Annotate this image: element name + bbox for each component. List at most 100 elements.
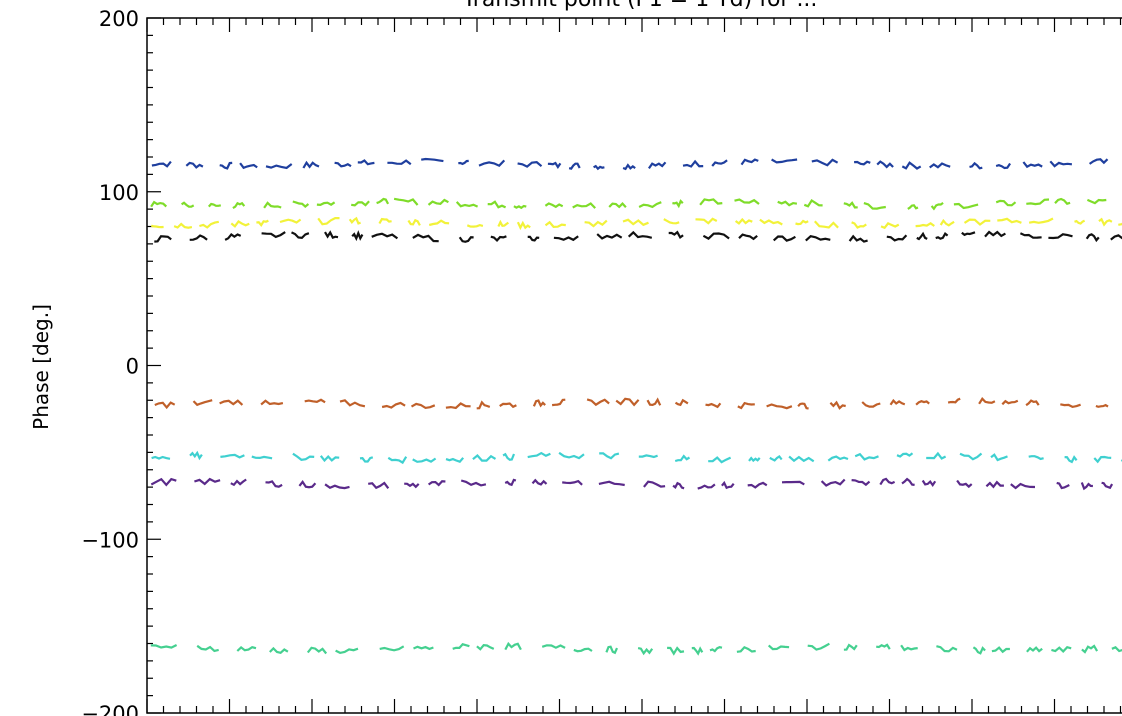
series-segment	[734, 217, 753, 225]
series-segment	[682, 159, 704, 168]
series-segment	[991, 646, 1010, 654]
series-segment	[851, 221, 867, 229]
series-segment	[705, 402, 722, 409]
series-segment	[740, 158, 759, 166]
series-segment	[854, 160, 871, 166]
series-segment	[173, 222, 193, 229]
series-segment	[1028, 455, 1044, 461]
series-segment	[643, 480, 666, 488]
series-segment	[531, 478, 548, 486]
series-segment	[1111, 646, 1122, 653]
series-segment	[154, 235, 172, 243]
series-line	[150, 197, 1107, 211]
series-segment	[220, 453, 245, 459]
series-segment	[961, 231, 976, 237]
series-segment	[291, 231, 310, 240]
series-segment	[185, 161, 204, 169]
series-segment	[256, 219, 269, 227]
series-segment	[573, 647, 593, 653]
series-segment	[196, 644, 219, 653]
series-segment	[1022, 161, 1043, 169]
series-segment	[324, 230, 339, 239]
series-segment	[351, 200, 370, 207]
series-segment	[230, 220, 250, 228]
series-segment	[947, 397, 961, 404]
series-segment	[1064, 455, 1078, 464]
series-segment	[504, 641, 522, 651]
series-segment	[1028, 217, 1054, 224]
series-segment	[151, 455, 171, 460]
series-segment	[916, 231, 928, 241]
series-segment	[562, 479, 583, 486]
y-tick-label: −200	[81, 702, 139, 716]
series-line	[150, 216, 1122, 231]
series-segment	[260, 399, 284, 406]
series-segment	[219, 161, 233, 170]
series-segment	[265, 480, 283, 488]
series-segment	[1048, 233, 1073, 240]
series-segment	[697, 483, 716, 490]
series-segment	[647, 161, 667, 170]
series-segment	[192, 399, 213, 407]
series-segment	[553, 235, 579, 242]
series-segment	[551, 398, 566, 407]
series-segment	[306, 646, 328, 655]
series-segment	[900, 644, 918, 652]
series-line	[150, 477, 1114, 491]
series-segment	[827, 455, 849, 462]
series-segment	[445, 402, 471, 410]
series-segment	[1080, 482, 1093, 491]
series-segment	[407, 218, 421, 226]
series-segment	[224, 233, 242, 241]
series-segment	[854, 452, 879, 461]
series-group	[150, 157, 1122, 656]
series-segment	[748, 456, 761, 463]
y-tick-label: −100	[81, 528, 139, 552]
series-segment	[1010, 482, 1036, 490]
series-segment	[586, 398, 610, 407]
series-segment	[1026, 198, 1050, 206]
series-segment	[304, 398, 326, 404]
series-segment	[598, 480, 625, 487]
series-segment	[348, 216, 361, 225]
series-segment	[963, 218, 991, 226]
series-segment	[880, 222, 900, 230]
series-segment	[236, 645, 257, 652]
series-segment	[608, 202, 627, 209]
series-segment	[359, 456, 374, 463]
series-segment	[1056, 481, 1070, 490]
series-segment	[502, 452, 516, 461]
series-segment	[428, 219, 450, 227]
series-segment	[1086, 198, 1107, 205]
series-segment	[807, 642, 830, 651]
series-segment	[476, 644, 495, 651]
series-segment	[668, 230, 684, 240]
series-segment	[181, 201, 195, 208]
y-axis-title: Phase [deg.]	[29, 304, 53, 430]
series-segment	[956, 479, 973, 489]
series-segment	[709, 646, 723, 653]
series-segment	[851, 479, 871, 487]
series-segment	[230, 478, 247, 487]
series-segment	[978, 397, 996, 405]
series-segment	[232, 201, 246, 210]
series-segment	[150, 477, 177, 487]
series-segment	[972, 646, 986, 655]
series-segment	[596, 233, 623, 240]
series-segment	[605, 645, 619, 655]
series-segment	[969, 161, 983, 170]
series-segment	[269, 646, 289, 654]
y-tick-label: 100	[99, 181, 139, 205]
series-segment	[472, 453, 497, 462]
series-segment	[568, 162, 581, 170]
series-segment	[702, 232, 730, 240]
series-segment	[777, 200, 798, 207]
series-segment	[324, 483, 350, 490]
series-segment	[376, 197, 390, 205]
series-segment	[935, 232, 949, 240]
series-segment	[953, 202, 979, 210]
series-segment	[615, 397, 640, 407]
series-segment	[843, 201, 858, 209]
series-segment	[926, 451, 947, 460]
series-segment	[990, 453, 1008, 462]
